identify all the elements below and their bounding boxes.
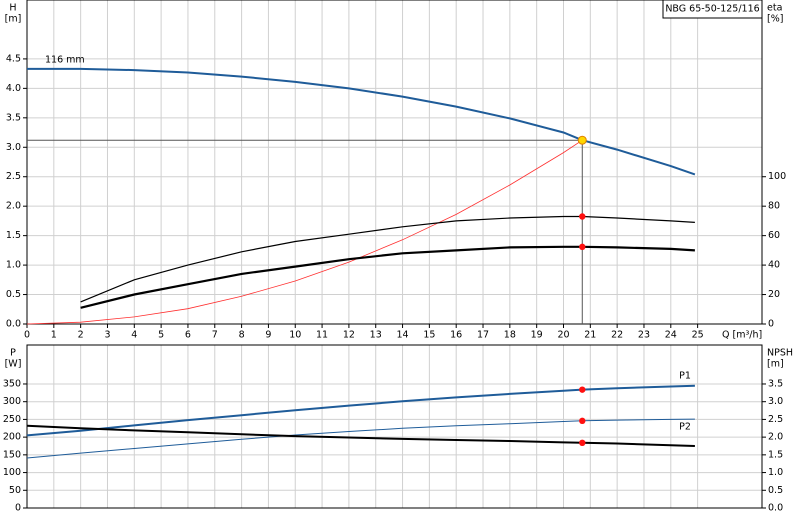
x-tick-label: 14 [397,330,409,341]
y-tick-label: 3.0 [6,142,21,153]
x-tick-label: 23 [638,330,650,341]
x-tick-label: 2 [78,330,84,341]
y-tick-label: 0.0 [6,319,21,330]
curve [26,418,695,459]
y2-tick-label: 0.0 [768,503,783,514]
y2-axis-label: NPSH [767,348,793,359]
duty-point [577,135,587,145]
y-tick-label: 3.5 [6,112,21,123]
x-tick-label: 3 [104,330,110,341]
curve [80,245,695,309]
curve [26,384,695,437]
y-axis-label: P [10,348,16,359]
y-tick-label: 200 [3,432,21,443]
x-tick-label: 7 [212,330,218,341]
y2-tick-label: 2.5 [768,414,783,425]
x-tick-label: 13 [370,330,382,341]
duty-dot [579,417,586,425]
duty-dot [579,213,586,220]
x-tick-label: 24 [665,330,677,341]
y-tick-label: 250 [3,414,21,425]
x-tick-label: 25 [692,330,704,341]
x-tick-label: 20 [557,330,569,341]
curve [80,215,695,303]
y-tick-label: 4.5 [6,53,21,64]
x-tick-label: 16 [450,330,462,341]
y-tick-label: 50 [9,485,21,496]
x-tick-label: 17 [477,330,489,341]
plot-area [27,345,762,508]
y2-tick-label: 0 [768,319,774,330]
x-tick-label: 12 [343,330,355,341]
duty-dot [579,243,586,251]
x-tick-label: 8 [239,330,245,341]
y-tick-label: 150 [3,449,21,460]
y2-tick-label: 100 [768,171,786,182]
y2-tick-label: 80 [768,201,780,212]
x-tick-label: 0 [24,330,30,341]
y-tick-label: 300 [3,396,21,407]
duty-dot [579,386,586,393]
x-tick-label: 5 [158,330,164,341]
y-tick-label: 0.5 [6,289,21,300]
y-tick-label: 4.0 [6,83,21,94]
y-tick-label: 2.0 [6,201,21,212]
y-tick-label: 350 [3,378,21,389]
y2-tick-label: 60 [768,230,780,241]
y-tick-label: 100 [3,467,21,478]
chart-title: NBG 65-50-125/116 [665,4,759,15]
curve [26,424,695,447]
title-box [662,0,763,19]
y2-tick-label: 2.0 [768,432,783,443]
x-axis-label: Q [m³/h] [722,330,762,341]
x-tick-label: 6 [185,330,191,341]
y2-tick-label: 3.0 [768,396,783,407]
series-label: P2 [679,422,691,433]
y-tick-label: 1.0 [6,260,21,271]
x-tick-label: 4 [131,330,137,341]
x-tick-label: 19 [531,330,543,341]
x-tick-label: 21 [584,330,596,341]
curve [26,139,583,325]
x-tick-label: 15 [423,330,435,341]
x-tick-label: 18 [504,330,516,341]
y2-axis-unit: [%] [767,14,783,25]
y-tick-label: 0 [15,503,21,514]
y2-tick-label: 3.5 [768,378,783,389]
y-tick-label: 2.5 [6,171,21,182]
plot-frame [26,0,763,325]
y-axis-label: H [9,3,16,14]
y-axis-unit: [W] [5,359,22,370]
series-label: P1 [679,370,691,381]
y-axis-unit: [m] [5,14,22,25]
y2-tick-label: 1.0 [768,467,783,478]
x-tick-label: 22 [611,330,623,341]
x-tick-label: 11 [316,330,328,341]
x-tick-label: 10 [289,330,301,341]
y2-tick-label: 40 [768,260,780,271]
y2-tick-label: 1.5 [768,449,783,460]
curve [27,67,696,176]
y2-tick-label: 0.5 [768,485,783,496]
y2-axis-unit: [m] [767,359,784,370]
plot-area [27,0,762,324]
y2-tick-label: 20 [768,289,780,300]
x-tick-label: 9 [265,330,271,341]
y2-axis-label: eta [767,3,782,14]
curve-annotation: 116 mm [45,54,85,65]
y-tick-label: 1.5 [6,230,21,241]
duty-dot [579,439,586,446]
x-tick-label: 1 [51,330,57,341]
